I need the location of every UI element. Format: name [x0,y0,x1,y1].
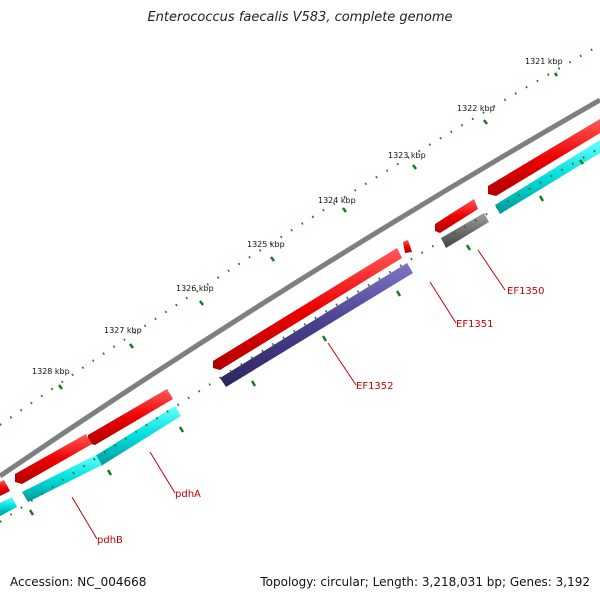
tick-label-1325: 1325 kbp [247,240,285,249]
tick-label-1324: 1324 kbp [318,196,356,205]
cog-ef1351 [441,213,489,248]
forward-cds-track [0,119,600,496]
tick-label-1327: 1327 kbp [104,326,142,335]
cds-ef1351-forward [435,199,478,233]
cds-pdhb-forward [15,434,92,484]
gene-label-ef1350[interactable]: EF1350 [507,286,545,297]
inner-major-ticks [28,159,584,516]
tick-label-1328: 1328 kbp [32,367,70,376]
accession-label: Accession: NC_004668 [10,575,147,589]
map-title: Enterococcus faecalis V583, complete gen… [147,10,453,25]
cog-ef1352 [220,263,413,387]
gene-label-ef1351[interactable]: EF1351 [456,319,494,330]
cog-pdhb [22,455,102,502]
gene-label-pdhb[interactable]: pdhB [97,535,123,546]
gene-label-pdha[interactable]: pdhA [175,489,201,500]
cds-edge-forward [0,480,10,496]
tick-label-1326: 1326 kbp [176,284,214,293]
tick-label-1321: 1321 kbp [525,57,563,66]
cds-pdha-forward [88,389,173,445]
genome-summary: Topology: circular; Length: 3,218,031 bp… [260,575,590,589]
cds-ef1350-forward [488,119,600,196]
tick-label-1322: 1322 kbp [457,104,495,113]
cds-small-forward [403,240,412,253]
scale-dots [0,44,600,426]
cog-pdha [95,406,181,466]
genome-backbone [0,97,600,479]
cds-ef1352-forward [213,248,402,370]
cog-edge [0,497,17,516]
cog-ef1350 [495,140,600,214]
cog-track [0,140,600,516]
gene-label-ef1352[interactable]: EF1352 [356,381,394,392]
label-leaders [71,249,506,540]
tick-label-1323: 1323 kbp [388,151,426,160]
scale-major-ticks [58,72,559,390]
